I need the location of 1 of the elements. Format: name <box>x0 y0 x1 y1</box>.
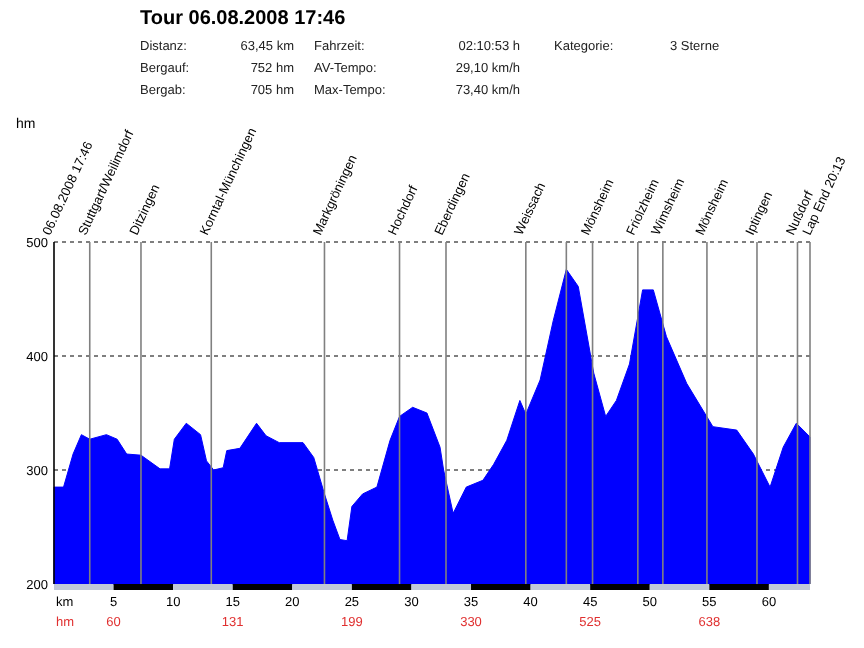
chart-title: Tour 06.08.2008 17:46 <box>140 8 347 30</box>
